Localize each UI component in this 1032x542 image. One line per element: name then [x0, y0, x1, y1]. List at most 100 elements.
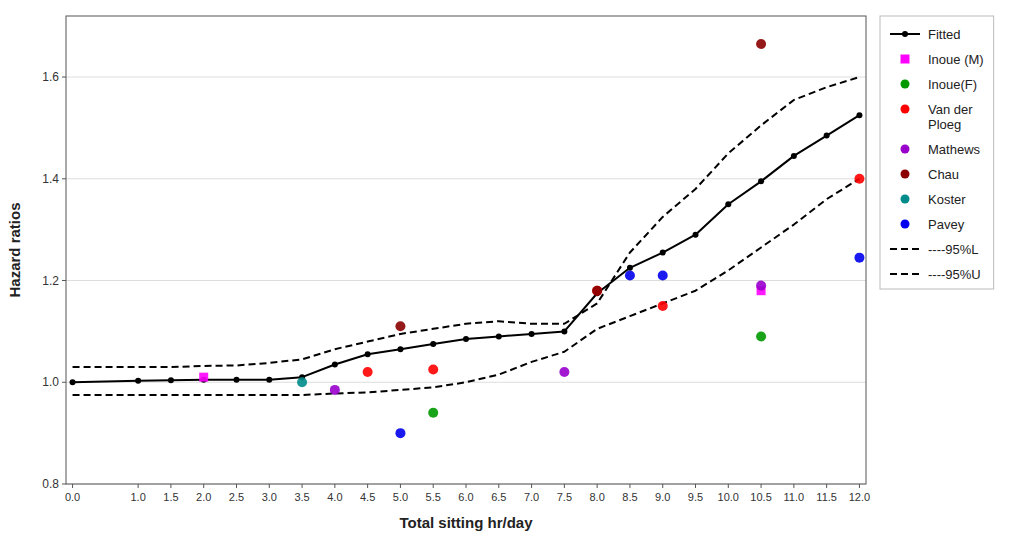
y-tick: [62, 178, 66, 179]
series-line: [73, 77, 860, 367]
x-tick-label: 1.5: [163, 491, 178, 503]
scatter-point: [658, 270, 668, 280]
scatter-point: [756, 281, 766, 291]
line-point: [529, 331, 535, 337]
legend-handle: [890, 273, 920, 275]
legend-marker: [901, 170, 910, 179]
x-tick: [695, 484, 696, 488]
x-tick: [498, 484, 499, 488]
line-point: [463, 336, 469, 342]
legend: FittedInoue (M)Inoue(F)Van derPloegMathe…: [880, 16, 994, 289]
scatter-point: [592, 286, 602, 296]
legend-handle: [890, 248, 920, 250]
series-line: [70, 112, 863, 385]
line-point: [397, 346, 403, 352]
legend-label: Van derPloeg: [928, 102, 973, 132]
scatter-point: [559, 367, 569, 377]
x-tick-label: 6.5: [491, 491, 506, 503]
x-tick-label: 12.0: [849, 491, 870, 503]
x-tick-label: 5.5: [426, 491, 441, 503]
scatter-point: [756, 39, 766, 49]
x-tick: [433, 484, 434, 488]
scatter-point: [363, 367, 373, 377]
scatter-point: [854, 253, 864, 263]
x-tick: [466, 484, 467, 488]
line-point: [856, 112, 862, 118]
x-tick: [826, 484, 827, 488]
y-tick: [62, 382, 66, 383]
line-point: [365, 351, 371, 357]
scatter-point: [395, 321, 405, 331]
x-tick: [302, 484, 303, 488]
x-tick-label: 7.5: [557, 491, 572, 503]
legend-label: Koster: [928, 192, 966, 207]
x-tick-label: 6.0: [458, 491, 473, 503]
line: [73, 179, 860, 395]
series-points: [395, 39, 766, 331]
x-tick: [728, 484, 729, 488]
x-tick: [597, 484, 598, 488]
x-tick-label: 8.0: [589, 491, 604, 503]
legend-frame: [880, 16, 994, 289]
legend-marker: [901, 105, 910, 114]
x-tick: [761, 484, 762, 488]
series-points: [395, 253, 864, 439]
x-tick-label: 10.0: [718, 491, 739, 503]
x-tick: [400, 484, 401, 488]
legend-label: ----95%U: [928, 267, 981, 282]
legend-label: Fitted: [928, 27, 961, 42]
y-tick-label: 0.8: [42, 477, 59, 491]
legend-marker: [901, 55, 910, 64]
series-line: [73, 179, 860, 395]
axes: 0.01.01.52.02.53.03.54.04.55.05.56.06.57…: [42, 70, 870, 503]
x-tick: [269, 484, 270, 488]
line-point: [758, 178, 764, 184]
x-tick: [564, 484, 565, 488]
y-tick-label: 1.2: [42, 274, 59, 288]
legend-label: ----95%L: [928, 242, 979, 257]
x-tick-label: 8.5: [622, 491, 637, 503]
y-tick: [62, 484, 66, 485]
scatter-point: [395, 428, 405, 438]
x-tick: [793, 484, 794, 488]
line-point: [627, 265, 633, 271]
x-tick: [334, 484, 335, 488]
x-tick: [859, 484, 860, 488]
x-tick: [629, 484, 630, 488]
line-point: [496, 333, 502, 339]
x-tick-label: 9.0: [655, 491, 670, 503]
grid-line: [66, 178, 866, 179]
x-axis-label: Total sitting hr/day: [399, 514, 533, 531]
x-tick: [72, 484, 73, 488]
scatter-point: [658, 301, 668, 311]
legend-marker: [901, 220, 910, 229]
legend-label: Pavey: [928, 217, 965, 232]
x-tick: [138, 484, 139, 488]
line-point: [233, 377, 239, 383]
line-point: [430, 341, 436, 347]
series-points: [330, 281, 766, 395]
grid-line: [66, 77, 866, 78]
legend-marker: [901, 145, 910, 154]
x-tick-label: 9.5: [688, 491, 703, 503]
series-points: [199, 286, 765, 381]
scatter-point: [592, 286, 602, 296]
plot-frame: [66, 16, 866, 484]
scatter-point: [428, 365, 438, 375]
y-tick-label: 1.6: [42, 70, 59, 84]
chart: 0.01.01.52.02.53.03.54.04.55.05.56.06.57…: [0, 0, 1032, 542]
grid-line: [66, 382, 866, 383]
x-tick-label: 4.5: [360, 491, 375, 503]
line-point: [266, 377, 272, 383]
line-point: [693, 232, 699, 238]
y-tick-label: 1.0: [42, 375, 59, 389]
scatter-point: [854, 174, 864, 184]
scatter-point: [428, 408, 438, 418]
series-points: [297, 377, 307, 387]
x-tick: [236, 484, 237, 488]
x-tick-label: 10.5: [750, 491, 771, 503]
x-tick-label: 0.0: [65, 491, 80, 503]
x-tick: [662, 484, 663, 488]
line-point: [168, 377, 174, 383]
x-tick-label: 5.0: [393, 491, 408, 503]
